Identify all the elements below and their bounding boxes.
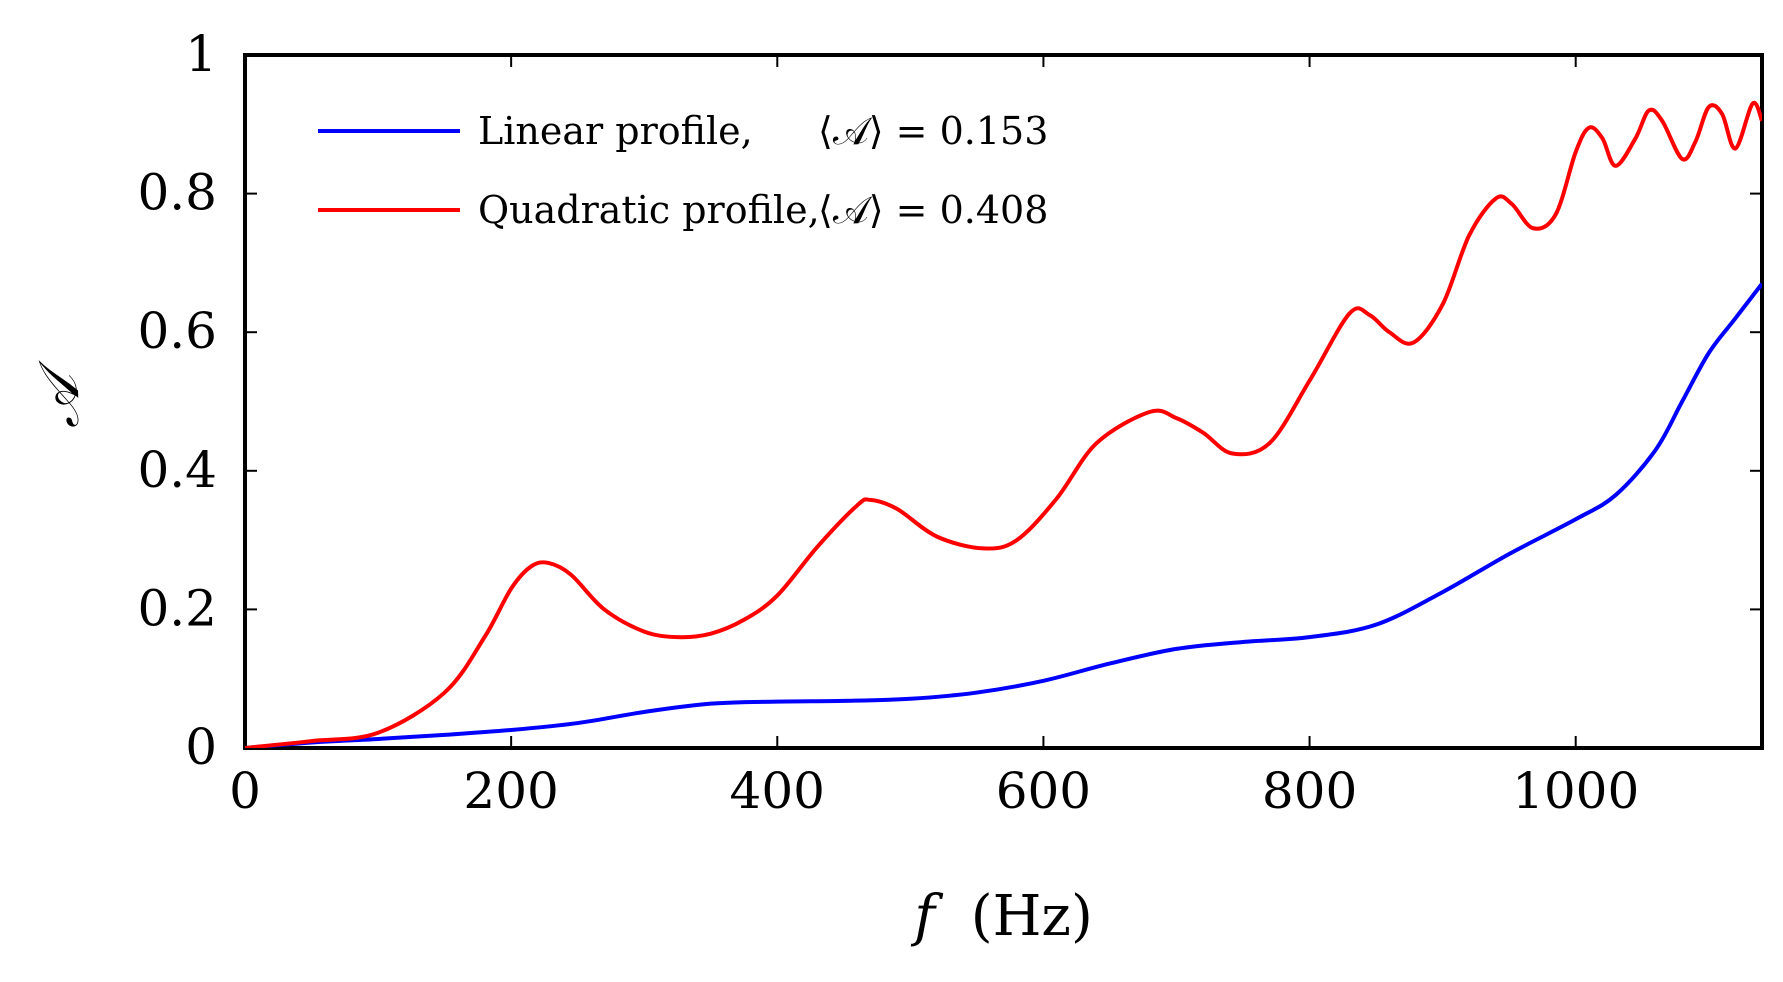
y-tick-label: 0.4 (137, 441, 217, 499)
y-tick-label: 0 (185, 718, 217, 776)
plot-area (243, 53, 1764, 750)
x-tick-label: 200 (463, 762, 558, 820)
y-tick-label: 0.6 (137, 302, 217, 360)
legend-mean-quadratic: ⟨𝒜⟩ = 0.408 (818, 188, 1048, 232)
y-tick-labels: 0 0.2 0.4 0.6 0.8 1 (137, 25, 217, 776)
legend: Linear profile, ⟨𝒜⟩ = 0.153 Quadratic pr… (318, 109, 1048, 232)
legend-label-quadratic: Quadratic profile, (478, 188, 820, 232)
x-tick-label: 800 (1262, 762, 1357, 820)
legend-label-linear: Linear profile, (478, 109, 753, 153)
x-tick-label: 0 (229, 762, 261, 820)
legend-mean-linear: ⟨𝒜⟩ = 0.153 (818, 109, 1048, 153)
x-tick-label: 600 (996, 762, 1091, 820)
y-tick-label: 0.8 (137, 164, 217, 222)
x-tick-label: 1000 (1512, 762, 1639, 820)
x-axis-variable: f (910, 884, 944, 949)
y-tick-label: 1 (185, 25, 217, 83)
x-tick-labels: 0 200 400 600 800 1000 (229, 762, 1639, 820)
x-axis-title: f (Hz) (910, 884, 1093, 949)
x-axis-unit: (Hz) (971, 884, 1093, 949)
series-line-linear (245, 282, 1762, 748)
tick-marks (244, 54, 1762, 749)
series-layer (245, 100, 1762, 748)
y-tick-label: 0.2 (137, 579, 217, 637)
series-line-quadratic (245, 100, 1762, 748)
x-tick-label: 400 (730, 762, 825, 820)
